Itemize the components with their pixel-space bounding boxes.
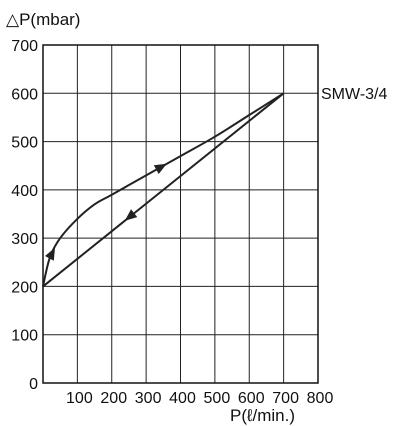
y-tick-label-300: 300 (11, 231, 38, 248)
y-tick-label-200: 200 (11, 279, 38, 296)
x-tick-label-200: 200 (100, 390, 127, 407)
arrow-increasing-upper (153, 163, 167, 174)
series-line-decreasing (42, 92, 285, 288)
plot-frame (42, 44, 319, 384)
y-tick-label-700: 700 (11, 38, 38, 55)
tick-labels: 0 100 200 300 400 500 600 700 100 200 300 400 500 600… (11, 38, 333, 407)
y-tick-label-600: 600 (11, 86, 38, 103)
y-tick-label-100: 100 (11, 328, 38, 345)
y-tick-label-400: 400 (11, 183, 38, 200)
x-tick-label-500: 500 (204, 390, 231, 407)
x-tick-label-800: 800 (307, 390, 334, 407)
series-layer (42, 92, 285, 288)
arrow-decreasing (124, 209, 138, 221)
series-line-increasing (42, 92, 285, 287)
y-tick-label-0: 0 (29, 376, 38, 393)
y-tick-label-500: 500 (11, 135, 38, 152)
y-axis-label: △P(mbar) (6, 10, 80, 29)
series-label-smw-3-4: SMW-3/4 (321, 86, 387, 103)
x-tick-label-700: 700 (272, 390, 299, 407)
x-tick-label-600: 600 (238, 390, 265, 407)
x-tick-label-300: 300 (135, 390, 162, 407)
x-axis-label: P(ℓ/min.) (230, 406, 295, 425)
grid (43, 45, 318, 383)
x-tick-label-100: 100 (66, 390, 93, 407)
x-tick-label-400: 400 (169, 390, 196, 407)
axes (42, 44, 319, 384)
arrow-increasing-lower (45, 247, 55, 261)
